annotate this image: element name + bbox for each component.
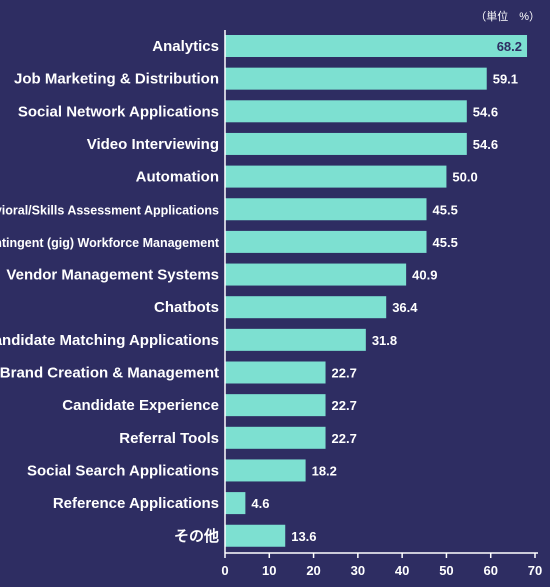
category-label: Candidate Matching Applications: [0, 332, 219, 349]
x-tick-label: 50: [439, 563, 453, 578]
bar: [225, 198, 427, 221]
bar: [225, 328, 366, 351]
value-label: 22.7: [332, 431, 357, 446]
bar: [225, 35, 528, 57]
value-label: 22.7: [332, 366, 357, 381]
category-label: その他: [174, 527, 219, 545]
value-label: 68.2: [497, 39, 522, 54]
x-tick-label: 10: [262, 563, 276, 578]
category-label: Social Search Applications: [27, 462, 219, 479]
x-tick-label: 30: [351, 563, 365, 578]
category-label: Reference Applications: [53, 495, 219, 512]
value-label: 13.6: [291, 529, 316, 544]
value-label: 22.7: [332, 398, 357, 413]
value-label: 18.2: [312, 463, 337, 478]
category-label: Contingent (gig) Workforce Management: [0, 236, 220, 250]
x-tick-label: 0: [221, 563, 228, 578]
bar: [225, 100, 467, 123]
value-label: 54.6: [473, 104, 498, 119]
category-label: Job Marketing & Distribution: [14, 71, 219, 88]
bar: [225, 165, 447, 188]
bar: [225, 361, 326, 384]
category-label: Social Network Applications: [18, 103, 219, 120]
value-label: 45.5: [433, 202, 458, 217]
value-label: 45.5: [433, 235, 458, 250]
bar: [225, 296, 387, 319]
category-label: Chatbots: [154, 299, 219, 316]
bar: [225, 132, 467, 155]
bar: [225, 426, 326, 449]
x-tick-label: 60: [483, 563, 497, 578]
value-label: 40.9: [412, 268, 437, 283]
bar: [225, 67, 487, 90]
x-tick-label: 40: [395, 563, 409, 578]
category-label: Behavioral/Skills Assessment Application…: [0, 203, 219, 217]
value-label: 36.4: [392, 300, 418, 315]
category-label: Vendor Management Systems: [6, 267, 219, 284]
category-label: Automation: [136, 169, 219, 186]
unit-label: （単位 %）: [475, 9, 540, 23]
bar: [225, 524, 286, 547]
bar: [225, 230, 427, 253]
bar: [225, 394, 326, 417]
bars-group: Analytics 68.2 Job Marketing & Distributio…: [0, 35, 528, 547]
x-tick-label: 70: [528, 563, 542, 578]
x-axis: 0 10 20 30 40 50 60 70: [221, 30, 542, 578]
bar: [225, 459, 306, 482]
category-label: Candidate Experience: [62, 397, 219, 414]
value-label: 4.6: [251, 496, 269, 511]
category-label: Video Interviewing: [87, 136, 219, 153]
value-label: 54.6: [473, 137, 498, 152]
category-label: Analytics: [152, 38, 219, 55]
value-label: 31.8: [372, 333, 397, 348]
value-label: 50.0: [452, 170, 477, 185]
x-tick-label: 20: [306, 563, 320, 578]
value-label: 59.1: [493, 72, 518, 87]
category-label: Brand Creation & Management: [0, 365, 219, 382]
bar: [225, 492, 246, 515]
category-label: Referral Tools: [119, 430, 219, 447]
bar: [225, 263, 407, 286]
